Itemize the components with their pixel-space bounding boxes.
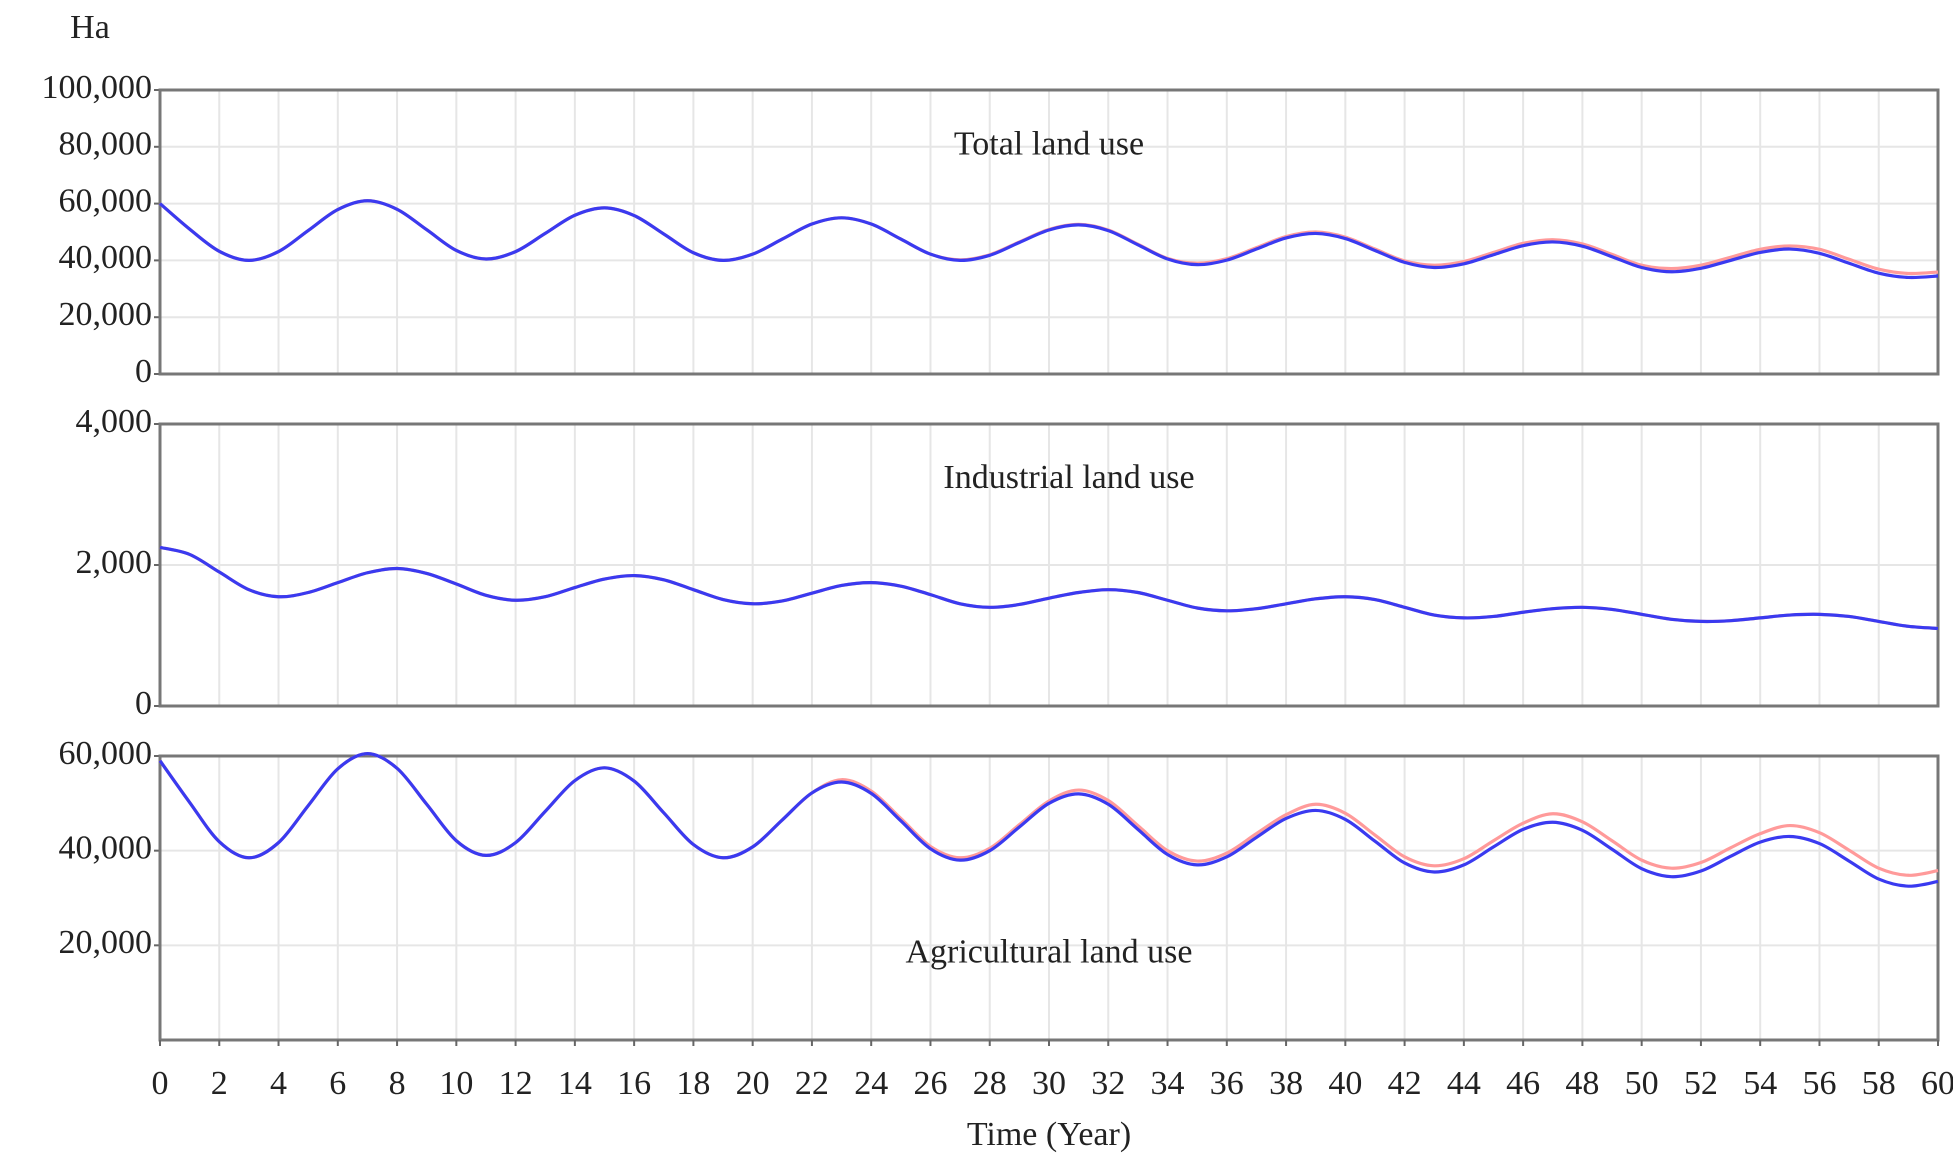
y-tick-label: 60,000: [59, 182, 153, 219]
y-tick-label: 4,000: [76, 403, 153, 440]
x-tick-label: 36: [1210, 1065, 1244, 1102]
data-line: [159, 545, 1939, 631]
y-tick-label: 80,000: [59, 126, 153, 163]
x-tick-label: 4: [270, 1065, 287, 1102]
x-tick-label: 42: [1388, 1065, 1422, 1102]
x-tick-label: 24: [854, 1065, 888, 1102]
x-tick-label: 54: [1743, 1065, 1777, 1102]
x-tick-label: 56: [1802, 1065, 1836, 1102]
x-tick-label: 22: [795, 1065, 829, 1102]
plot-frame: [158, 88, 1940, 376]
x-tick-label: 0: [152, 1065, 169, 1102]
panel-title: Industrial land use: [943, 459, 1194, 496]
x-tick-label: 14: [558, 1065, 592, 1102]
y-tick-label: 40,000: [59, 829, 153, 866]
x-tick-label: 28: [973, 1065, 1007, 1102]
x-tick-label: 52: [1684, 1065, 1718, 1102]
x-axis-label: Time (Year): [967, 1116, 1131, 1153]
x-tick-label: 30: [1032, 1065, 1066, 1102]
x-tick-label: 34: [1151, 1065, 1185, 1102]
x-tick-label: 2: [211, 1065, 228, 1102]
y-tick-label: 40,000: [59, 239, 153, 276]
y-tick-label: 20,000: [59, 924, 153, 961]
panel-title: Agricultural land use: [905, 934, 1192, 971]
x-tick-label: 46: [1506, 1065, 1540, 1102]
x-tick-label: 12: [499, 1065, 533, 1102]
x-tick-label: 8: [389, 1065, 406, 1102]
x-tick-label: 44: [1447, 1065, 1481, 1102]
x-tick-label: 26: [913, 1065, 947, 1102]
y-tick-label: 0: [135, 353, 152, 390]
x-tick-label: 32: [1091, 1065, 1125, 1102]
y-tick-label: 0: [135, 685, 152, 722]
data-line: [158, 752, 1939, 888]
x-tick-label: 40: [1328, 1065, 1362, 1102]
x-tick-label: 6: [329, 1065, 346, 1102]
x-tick-label: 48: [1565, 1065, 1599, 1102]
x-tick-label: 38: [1269, 1065, 1303, 1102]
y-tick-label: 20,000: [59, 296, 153, 333]
x-tick-label: 50: [1625, 1065, 1659, 1102]
x-tick-label: 18: [676, 1065, 710, 1102]
y-tick-label: 100,000: [42, 69, 153, 106]
x-tick-label: 58: [1862, 1065, 1896, 1102]
x-tick-label: 20: [736, 1065, 770, 1102]
panel-title: Total land use: [954, 126, 1144, 163]
data-line: [158, 199, 1939, 280]
y-tick-label: 2,000: [76, 544, 153, 581]
x-tick-label: 16: [617, 1065, 651, 1102]
plot-frame: [158, 422, 1940, 708]
x-tick-label: 60: [1921, 1065, 1953, 1102]
y-tick-label: 60,000: [59, 735, 153, 772]
y-axis-label: Ha: [70, 9, 110, 46]
x-tick-label: 10: [439, 1065, 473, 1102]
